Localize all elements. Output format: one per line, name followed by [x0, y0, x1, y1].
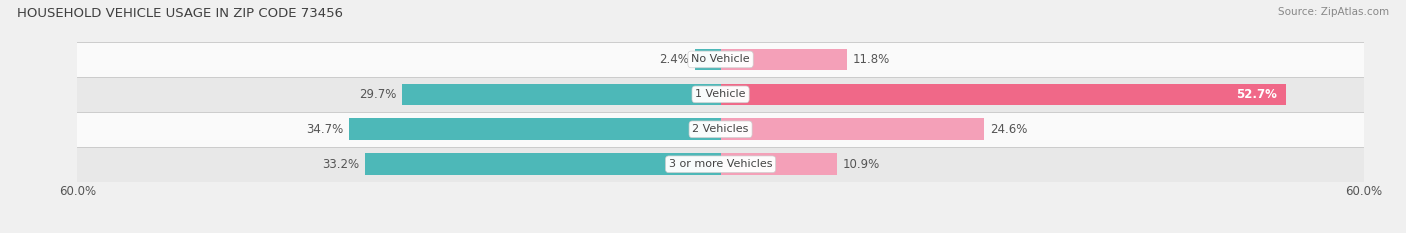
- Bar: [721, 49, 846, 70]
- Text: 24.6%: 24.6%: [990, 123, 1026, 136]
- Bar: [721, 154, 838, 175]
- Bar: [695, 49, 721, 70]
- Bar: [77, 147, 1364, 182]
- Text: No Vehicle: No Vehicle: [692, 55, 749, 64]
- Bar: [721, 118, 984, 140]
- Text: 52.7%: 52.7%: [1236, 88, 1277, 101]
- Text: 2 Vehicles: 2 Vehicles: [692, 124, 749, 134]
- Bar: [721, 84, 1285, 105]
- Text: HOUSEHOLD VEHICLE USAGE IN ZIP CODE 73456: HOUSEHOLD VEHICLE USAGE IN ZIP CODE 7345…: [17, 7, 343, 20]
- Bar: [77, 77, 1364, 112]
- Text: 10.9%: 10.9%: [842, 158, 880, 171]
- Bar: [402, 84, 721, 105]
- Bar: [77, 112, 1364, 147]
- Legend: Owner-occupied, Renter-occupied: Owner-occupied, Renter-occupied: [593, 230, 848, 233]
- Bar: [349, 118, 721, 140]
- Text: 1 Vehicle: 1 Vehicle: [696, 89, 745, 99]
- Text: 33.2%: 33.2%: [322, 158, 360, 171]
- Text: 34.7%: 34.7%: [307, 123, 343, 136]
- Bar: [364, 154, 721, 175]
- Text: 11.8%: 11.8%: [852, 53, 890, 66]
- Bar: [77, 42, 1364, 77]
- Text: 2.4%: 2.4%: [659, 53, 689, 66]
- Text: 29.7%: 29.7%: [360, 88, 396, 101]
- Text: Source: ZipAtlas.com: Source: ZipAtlas.com: [1278, 7, 1389, 17]
- Text: 3 or more Vehicles: 3 or more Vehicles: [669, 159, 772, 169]
